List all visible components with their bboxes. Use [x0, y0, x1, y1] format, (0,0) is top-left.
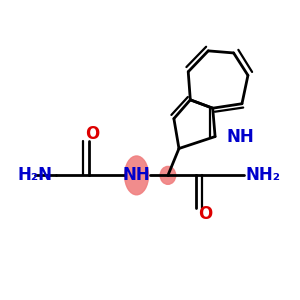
Text: O: O: [85, 124, 99, 142]
Ellipse shape: [124, 156, 148, 195]
Text: NH: NH: [123, 167, 150, 184]
Ellipse shape: [160, 167, 176, 184]
Text: O: O: [198, 205, 212, 223]
Text: NH: NH: [226, 128, 254, 146]
Text: H₂N: H₂N: [17, 167, 52, 184]
Text: NH₂: NH₂: [246, 167, 280, 184]
